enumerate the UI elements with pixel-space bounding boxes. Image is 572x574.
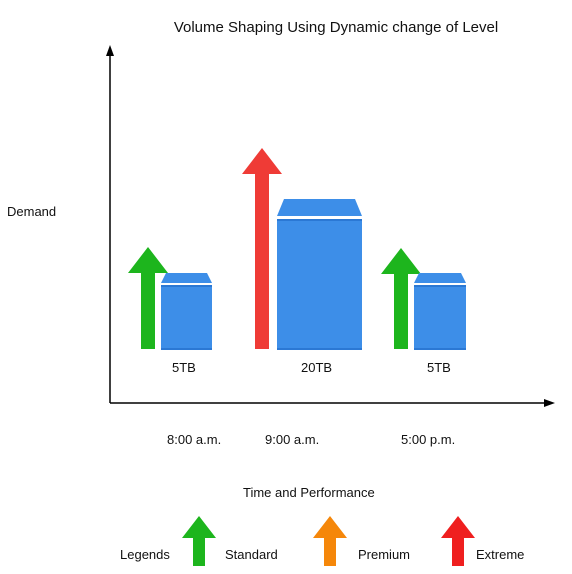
volume-body: [414, 286, 466, 350]
extreme-arrow-icon: [242, 148, 282, 349]
size-label: 20TB: [301, 360, 333, 375]
volume-cylinder: [414, 273, 466, 350]
time-label: 5:00 p.m.: [401, 432, 456, 447]
y-axis-arrowhead: [106, 45, 114, 56]
x-axis-label: Time and Performance: [243, 485, 375, 500]
volume-body: [277, 220, 362, 350]
volume-top-cap: [277, 199, 362, 216]
volume-top-cap: [414, 273, 466, 283]
group-8am: [128, 247, 212, 350]
axes: [106, 45, 555, 407]
size-label: 5TB: [172, 360, 196, 375]
diagram-title: Volume Shaping Using Dynamic change of L…: [173, 19, 499, 36]
time-label: 8:00 a.m.: [167, 432, 222, 447]
legend-title: Legends: [120, 547, 170, 562]
y-axis-label: Demand: [7, 204, 57, 219]
standard-arrow-icon: [128, 247, 168, 349]
time-label: 9:00 a.m.: [265, 432, 320, 447]
legend-label-extreme: Extreme: [476, 547, 525, 562]
legend-label-standard: Standard: [225, 547, 278, 562]
legend-extreme-arrow-icon: [441, 516, 475, 566]
legend-icons: [182, 516, 475, 566]
x-axis-arrowhead: [544, 399, 555, 407]
size-label: 5TB: [427, 360, 451, 375]
group-5pm: [381, 248, 466, 350]
volume-cylinder: [277, 199, 362, 350]
legend-premium-arrow-icon: [313, 516, 347, 566]
legend-standard-arrow-icon: [182, 516, 216, 566]
volume-body: [161, 286, 212, 350]
volume-top-cap: [161, 273, 212, 283]
standard-arrow-icon: [381, 248, 421, 349]
legend-label-premium: Premium: [358, 547, 411, 562]
group-9am: [242, 148, 362, 350]
volume-cylinder: [161, 273, 212, 350]
